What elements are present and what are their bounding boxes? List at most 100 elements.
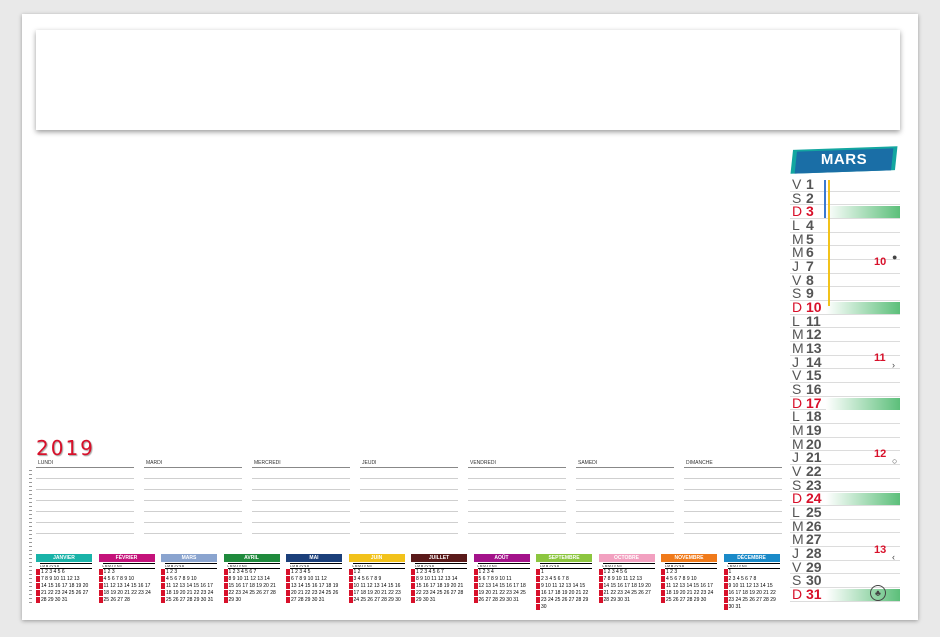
- writing-line: [144, 522, 242, 523]
- writing-line: [576, 467, 674, 468]
- writing-line: [252, 489, 350, 490]
- day-row[interactable]: L 18: [790, 408, 900, 425]
- mini-week-row: 22 23 24 25 26 27 28: [223, 590, 280, 597]
- period-line: [828, 180, 830, 306]
- day-row[interactable]: L 25: [790, 505, 900, 520]
- writing-line: [360, 522, 458, 523]
- week-column[interactable]: MERCREDI: [252, 460, 350, 540]
- day-number: 3: [806, 203, 814, 220]
- mini-week-days: 7 8 9 10 11 12 13: [41, 576, 80, 582]
- mini-week-days: 4 5 6 7 8 9 10: [666, 576, 697, 582]
- day-row[interactable]: D 24: [790, 491, 900, 507]
- mini-month-name: AVRIL: [223, 554, 280, 562]
- day-number: 18: [806, 408, 822, 425]
- day-row[interactable]: M 27: [790, 532, 900, 548]
- day-row[interactable]: S 23: [790, 477, 900, 493]
- day-letter: J: [792, 353, 799, 370]
- day-row[interactable]: V 29: [790, 559, 900, 575]
- week-number-marker: [36, 576, 40, 582]
- week-column[interactable]: VENDREDI: [468, 460, 566, 540]
- mini-week-row: 1 2 3 4 5 6 7: [411, 569, 467, 576]
- weekday-label: VENDREDI: [470, 460, 496, 466]
- week-number: 12: [874, 448, 887, 460]
- mini-week-days: 22 23 24 25 26 27 28: [416, 590, 464, 596]
- day-row[interactable]: V 15: [790, 368, 900, 384]
- day-row[interactable]: S 16: [790, 381, 900, 398]
- mini-week-days: 14 15 16 17 18 19 20: [41, 583, 89, 589]
- week-column[interactable]: JEUDI: [360, 460, 458, 540]
- mini-week-days: 25 26 27 28 29 30: [666, 597, 707, 603]
- mini-week-days: 20 21 22 23 24 25 26: [291, 590, 339, 596]
- day-letter: S: [792, 381, 802, 398]
- mini-week-days: 1 2 3: [666, 569, 678, 575]
- writing-line: [576, 511, 674, 512]
- day-number: 11: [806, 312, 821, 329]
- day-row[interactable]: M 12: [790, 327, 900, 343]
- writing-line: [252, 500, 350, 501]
- mini-week-days: 11 12 13 14 15 16 17: [666, 583, 713, 589]
- mini-week-days: 14 15 16 17 18 19 20: [603, 583, 651, 589]
- day-row[interactable]: S 30: [790, 572, 900, 589]
- mini-weekday-header: L M M J V S D: [352, 563, 405, 569]
- writing-line: [360, 511, 458, 512]
- week-number-marker: [161, 597, 165, 603]
- month-day-list: V 1 S 2 D 3 L 4 M 5 M 6 J 7 V 8 S 9 D 10 L 11 M 12 M 13 J 14 V 15 S 16 D…: [790, 177, 900, 602]
- day-row[interactable]: M 26: [790, 518, 900, 534]
- mini-week-row: 6 7 8 9 10 11 12: [286, 576, 342, 583]
- writing-line: [36, 489, 134, 490]
- day-letter: J: [792, 545, 799, 562]
- day-row[interactable]: D 10: [790, 299, 900, 316]
- day-row[interactable]: L 11: [790, 312, 900, 329]
- day-number: 10: [806, 299, 822, 316]
- day-row[interactable]: M 20: [790, 436, 900, 452]
- day-row[interactable]: J 28: [790, 545, 900, 562]
- mini-week-days: 26 27 28 29 30 31: [478, 597, 519, 603]
- mini-week-row: 29 30 31: [411, 597, 467, 604]
- day-row[interactable]: V 22: [790, 464, 900, 479]
- week-number-marker: [36, 583, 40, 589]
- mini-week-row: 7 8 9 10 11 12 13: [36, 576, 92, 583]
- week-number-marker: [536, 583, 540, 589]
- day-row[interactable]: M 19: [790, 423, 900, 438]
- mini-week-row: 29 30: [223, 597, 280, 604]
- mini-week-row: 15 16 17 18 19 20 21: [223, 583, 280, 590]
- mini-week-row: 1 2 3: [161, 569, 217, 576]
- day-row[interactable]: J 14: [790, 353, 900, 370]
- mini-month-name: NOVEMBRE: [661, 554, 717, 562]
- header-note-box[interactable]: [36, 30, 900, 130]
- writing-line: [576, 489, 674, 490]
- mini-week-days: 1 2 3 4 5 6 7: [228, 569, 257, 575]
- week-column[interactable]: MARDI: [144, 460, 242, 540]
- mini-week-row: 23 24 25 26 27 28 29: [536, 597, 592, 604]
- week-number-marker: [411, 597, 415, 603]
- logo-icon: ♣: [870, 585, 886, 601]
- weekday-label: SAMEDI: [578, 460, 598, 466]
- week-column[interactable]: SAMEDI: [576, 460, 674, 540]
- writing-line: [144, 489, 242, 490]
- week-column[interactable]: DIMANCHE: [684, 460, 782, 540]
- day-row[interactable]: J 21: [790, 450, 900, 466]
- mini-week-row: 9 10 11 12 13 14 15: [723, 583, 780, 590]
- week-number-marker: [348, 569, 353, 575]
- mini-month-name: MARS: [161, 554, 217, 562]
- day-row[interactable]: M 13: [790, 341, 900, 356]
- week-number-marker: [723, 590, 728, 596]
- mini-month-name: MAI: [286, 554, 342, 562]
- day-row[interactable]: D 17: [790, 395, 900, 411]
- day-letter: S: [792, 572, 802, 589]
- week-number-marker: [348, 597, 353, 603]
- day-letter: M: [792, 244, 804, 261]
- week-column[interactable]: LUNDI: [36, 460, 134, 540]
